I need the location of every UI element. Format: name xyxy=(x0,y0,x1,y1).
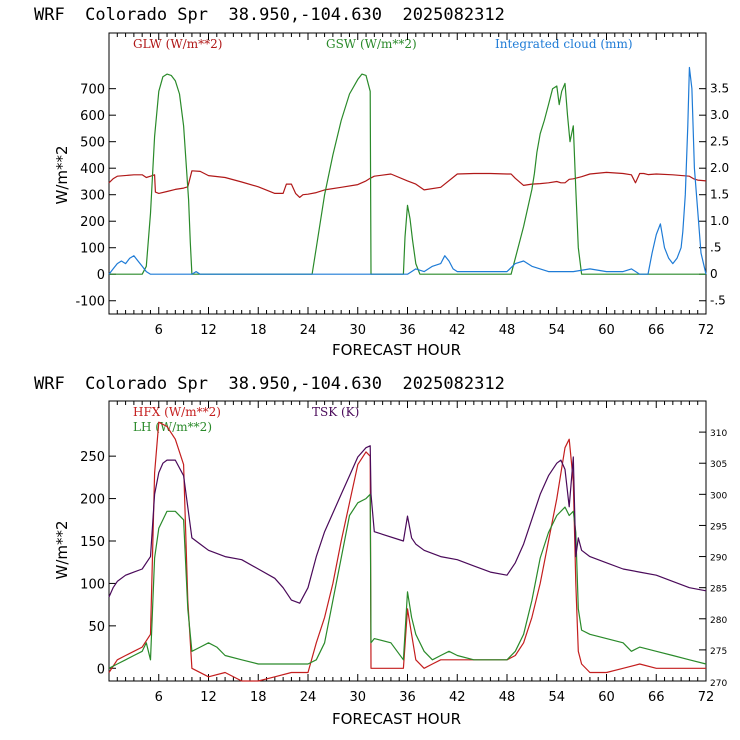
bottom-plot-frame xyxy=(108,400,707,682)
bottom-y-axis-label: W/m**2 xyxy=(53,520,71,579)
y2-tick-label: .5 xyxy=(710,241,721,255)
y2-tick-label: 270 xyxy=(710,679,727,689)
y-tick-label: -100 xyxy=(75,295,105,310)
y2-tick-label: 305 xyxy=(710,460,727,470)
x-tick-label: 30 xyxy=(349,690,366,705)
top-panel: WRF Colorado Spr 38.950,-104.630 2025082… xyxy=(34,5,729,359)
series-line-gsw xyxy=(109,73,706,275)
y2-tick-label: 2.5 xyxy=(710,135,729,149)
series-line-integrated xyxy=(108,66,707,275)
y-tick-label: 50 xyxy=(88,620,105,635)
legend-glw: GLW (W/m**2) xyxy=(133,37,222,51)
legend-hfx: HFX (W/m**2) xyxy=(133,405,221,419)
legend-gsw: GSW (W/m**2) xyxy=(326,37,417,51)
x-tick-label: 24 xyxy=(300,323,317,338)
y2-tick-label: 2.0 xyxy=(710,161,729,175)
y2-tick-label: 280 xyxy=(710,616,727,626)
x-tick-label: 30 xyxy=(349,323,366,338)
y2-tick-label: 0 xyxy=(710,267,718,281)
y2-tick-label: 3.5 xyxy=(710,82,729,96)
y2-tick-label: -.5 xyxy=(710,294,726,308)
y2-tick-label: 275 xyxy=(710,647,727,657)
x-tick-label: 48 xyxy=(499,323,516,338)
x-tick-label: 72 xyxy=(698,690,715,705)
x-tick-label: 6 xyxy=(155,690,163,705)
top-series-lines xyxy=(108,66,707,275)
series-line-tsk xyxy=(108,445,707,604)
y-tick-label: 600 xyxy=(80,109,105,124)
y-tick-label: 0 xyxy=(97,662,105,677)
bottom-panel-title: WRF Colorado Spr 38.950,-104.630 2025082… xyxy=(34,374,505,394)
x-tick-label: 66 xyxy=(648,323,665,338)
legend-tsk: TSK (K) xyxy=(312,405,359,419)
x-tick-label: 60 xyxy=(598,323,615,338)
y-tick-label: 200 xyxy=(80,215,105,230)
series-line-glw xyxy=(108,170,707,198)
x-tick-label: 54 xyxy=(548,323,565,338)
legend-cloud: Integrated cloud (mm) xyxy=(495,37,633,51)
x-tick-label: 60 xyxy=(598,690,615,705)
y-tick-label: 250 xyxy=(80,450,105,465)
bottom-axis-ticks: 6 12 18 24 30 36 42 48 54 60 66 72 0 50 100 150 200 250 27… xyxy=(80,401,727,705)
top-panel-title: WRF Colorado Spr 38.950,-104.630 2025082… xyxy=(34,5,505,25)
top-x-axis-label: FORECAST HOUR xyxy=(332,341,461,359)
x-tick-label: 66 xyxy=(648,690,665,705)
x-tick-label: 72 xyxy=(698,323,715,338)
y-tick-label: 100 xyxy=(80,577,105,592)
y-tick-label: 500 xyxy=(80,136,105,151)
y-tick-label: 300 xyxy=(80,189,105,204)
x-tick-label: 24 xyxy=(300,690,317,705)
x-tick-label: 42 xyxy=(449,323,466,338)
y2-tick-label: 1.0 xyxy=(710,214,729,228)
y2-tick-label: 285 xyxy=(710,585,727,595)
bottom-panel: WRF Colorado Spr 38.950,-104.630 2025082… xyxy=(34,374,727,728)
y2-tick-label: 1.5 xyxy=(710,188,729,202)
y-tick-label: 0 xyxy=(97,268,105,283)
x-tick-label: 42 xyxy=(449,690,466,705)
y2-tick-label: 290 xyxy=(710,554,727,564)
x-tick-label: 54 xyxy=(548,690,565,705)
x-tick-label: 36 xyxy=(399,323,416,338)
y2-tick-label: 300 xyxy=(710,491,727,501)
y2-tick-label: 310 xyxy=(710,429,727,439)
y2-tick-label: 295 xyxy=(710,522,727,532)
y-tick-label: 400 xyxy=(80,162,105,177)
y-tick-label: 700 xyxy=(80,83,105,98)
top-axis-ticks: 6 12 18 24 30 36 42 48 54 60 66 72 -100 0 100 200 300 400… xyxy=(75,33,729,338)
x-tick-label: 12 xyxy=(200,690,217,705)
x-tick-label: 12 xyxy=(200,323,217,338)
legend-lh: LH (W/m**2) xyxy=(133,420,212,434)
y2-tick-label: 3.0 xyxy=(710,108,729,122)
x-tick-label: 36 xyxy=(399,690,416,705)
bottom-x-axis-label: FORECAST HOUR xyxy=(332,710,461,728)
x-tick-label: 6 xyxy=(155,323,163,338)
series-line-lh xyxy=(108,493,707,669)
y-tick-label: 100 xyxy=(80,242,105,257)
top-y-axis-label: W/m**2 xyxy=(53,145,71,204)
x-tick-label: 18 xyxy=(250,690,267,705)
x-tick-label: 18 xyxy=(250,323,267,338)
x-tick-label: 48 xyxy=(499,690,516,705)
bottom-series-lines xyxy=(108,421,707,682)
y-tick-label: 150 xyxy=(80,535,105,550)
series-line-hfx xyxy=(108,421,706,682)
y-tick-label: 200 xyxy=(80,493,105,508)
